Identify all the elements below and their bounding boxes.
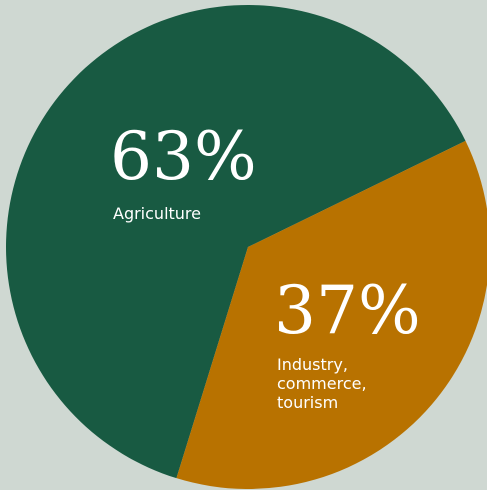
slice-industry — [176, 140, 487, 489]
slice-industry-label: Industry, commerce, tourism — [277, 355, 372, 412]
pie-slices — [6, 5, 487, 489]
slice-agriculture — [6, 5, 466, 479]
slice-industry-label-line-3: tourism — [277, 393, 338, 412]
slice-industry-label-line-2: commerce, — [277, 374, 367, 393]
slice-industry-label-line-1: Industry, — [277, 355, 348, 374]
slice-agriculture-label-line: Agriculture — [113, 204, 201, 223]
slice-agriculture-percent: 63% — [110, 118, 257, 195]
slice-industry-percent: 37% — [274, 272, 421, 349]
slice-agriculture-label: Agriculture — [113, 204, 201, 223]
